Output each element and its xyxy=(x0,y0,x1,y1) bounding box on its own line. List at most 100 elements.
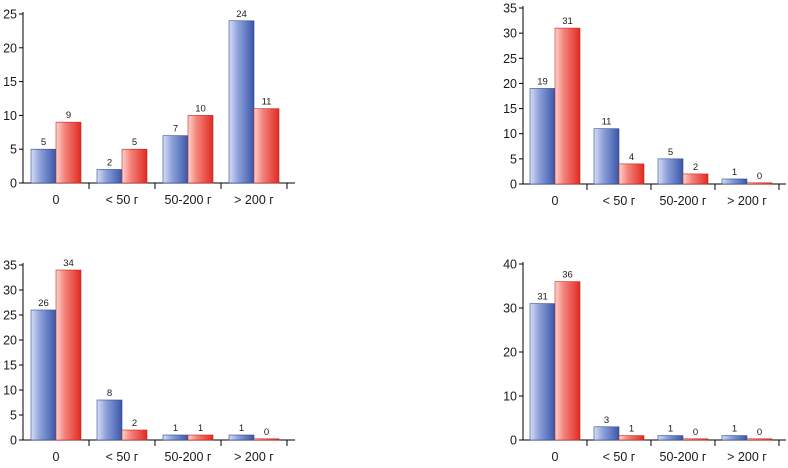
y-tick-label: 10 xyxy=(503,390,517,404)
bar-red xyxy=(682,438,709,441)
bar-red xyxy=(554,281,581,441)
bar-red xyxy=(187,434,214,441)
data-label: 5 xyxy=(132,137,137,148)
y-tick-label: 15 xyxy=(3,75,17,89)
bar-red xyxy=(682,173,709,185)
data-label: 5 xyxy=(41,137,46,148)
x-tick-label: > 200 г xyxy=(234,450,274,463)
bar-blue xyxy=(529,303,556,441)
y-tick-label: 20 xyxy=(503,77,517,91)
y-tick-label: 0 xyxy=(510,434,517,448)
bar-red xyxy=(746,438,773,441)
data-label: 11 xyxy=(262,97,272,108)
data-label: 7 xyxy=(173,124,178,135)
x-tick-label: > 200 г xyxy=(727,450,767,463)
data-label: 24 xyxy=(236,9,247,20)
bar-red xyxy=(618,435,645,441)
x-tick-label: < 50 г xyxy=(603,194,636,208)
x-tick-label: 50-200 г xyxy=(165,193,212,207)
bar-blue xyxy=(162,434,189,441)
data-label: 5 xyxy=(668,147,673,158)
data-label: 10 xyxy=(195,103,206,114)
y-tick-label: 5 xyxy=(510,152,517,166)
y-tick-label: 25 xyxy=(3,8,17,22)
y-tick-label: 15 xyxy=(503,102,517,116)
y-tick-label: 20 xyxy=(3,41,17,55)
data-label: 26 xyxy=(38,298,49,309)
data-label: 2 xyxy=(132,418,137,429)
data-label: 8 xyxy=(107,388,112,399)
x-tick-label: 0 xyxy=(53,193,60,207)
x-tick-label: 0 xyxy=(552,194,559,208)
bar-blue xyxy=(162,135,189,184)
y-tick-label: 5 xyxy=(10,143,17,157)
x-tick-label: > 200 г xyxy=(234,193,274,207)
y-tick-label: 25 xyxy=(503,52,517,66)
bar-blue xyxy=(228,434,255,441)
bar-red xyxy=(554,27,581,185)
y-tick-label: 40 xyxy=(503,258,517,272)
bar-blue xyxy=(721,435,748,441)
x-tick-label: < 50 г xyxy=(106,450,139,463)
bar-red xyxy=(618,163,645,185)
y-tick-label: 35 xyxy=(3,259,17,273)
data-label: 36 xyxy=(562,270,573,281)
data-label: 0 xyxy=(264,427,269,438)
data-label: 0 xyxy=(757,427,762,438)
data-label: 11 xyxy=(602,117,612,128)
bar-red xyxy=(746,182,773,185)
data-label: 1 xyxy=(732,167,737,178)
bar-red xyxy=(121,148,148,184)
x-tick-label: 50-200 г xyxy=(660,194,707,208)
x-tick-label: < 50 г xyxy=(603,450,636,463)
data-label: 31 xyxy=(562,16,573,27)
data-label: 1 xyxy=(732,424,737,435)
data-label: 1 xyxy=(173,423,178,434)
y-tick-label: 5 xyxy=(10,409,17,423)
bar-blue xyxy=(30,309,57,441)
x-tick-label: 50-200 г xyxy=(165,450,212,463)
data-label: 1 xyxy=(668,424,673,435)
x-tick-label: 50-200 г xyxy=(660,450,707,463)
y-tick-label: 25 xyxy=(3,309,17,323)
data-label: 0 xyxy=(693,427,698,438)
y-tick-label: 10 xyxy=(3,109,17,123)
y-tick-label: 30 xyxy=(503,302,517,316)
y-tick-label: 10 xyxy=(3,384,17,398)
x-tick-label: 0 xyxy=(552,450,559,463)
bar-blue xyxy=(593,128,620,185)
bar-blue xyxy=(96,399,123,441)
bar-blue xyxy=(593,426,620,441)
y-tick-label: 20 xyxy=(503,346,517,360)
bar-red xyxy=(55,269,82,441)
bar-blue xyxy=(657,435,684,441)
data-label: 3 xyxy=(604,415,609,426)
data-label: 4 xyxy=(629,152,634,163)
bar-blue xyxy=(657,158,684,185)
bar-blue xyxy=(529,88,556,185)
bar-blue xyxy=(30,148,57,184)
y-tick-label: 10 xyxy=(503,127,517,141)
bar-red xyxy=(253,438,280,441)
bar-blue xyxy=(228,20,255,184)
data-label: 34 xyxy=(63,258,74,269)
y-tick-label: 20 xyxy=(3,334,17,348)
y-tick-label: 0 xyxy=(10,434,17,448)
x-tick-label: > 200 г xyxy=(727,194,767,208)
data-label: 31 xyxy=(537,292,548,303)
x-tick-label: < 50 г xyxy=(106,193,139,207)
y-tick-label: 0 xyxy=(10,177,17,191)
bar-red xyxy=(55,121,82,184)
data-label: 2 xyxy=(107,157,112,168)
y-tick-label: 35 xyxy=(503,2,517,16)
data-label: 0 xyxy=(757,171,762,182)
bar-blue xyxy=(96,169,123,184)
bar-red xyxy=(253,108,280,184)
bar-blue xyxy=(721,178,748,185)
data-label: 2 xyxy=(693,162,698,173)
